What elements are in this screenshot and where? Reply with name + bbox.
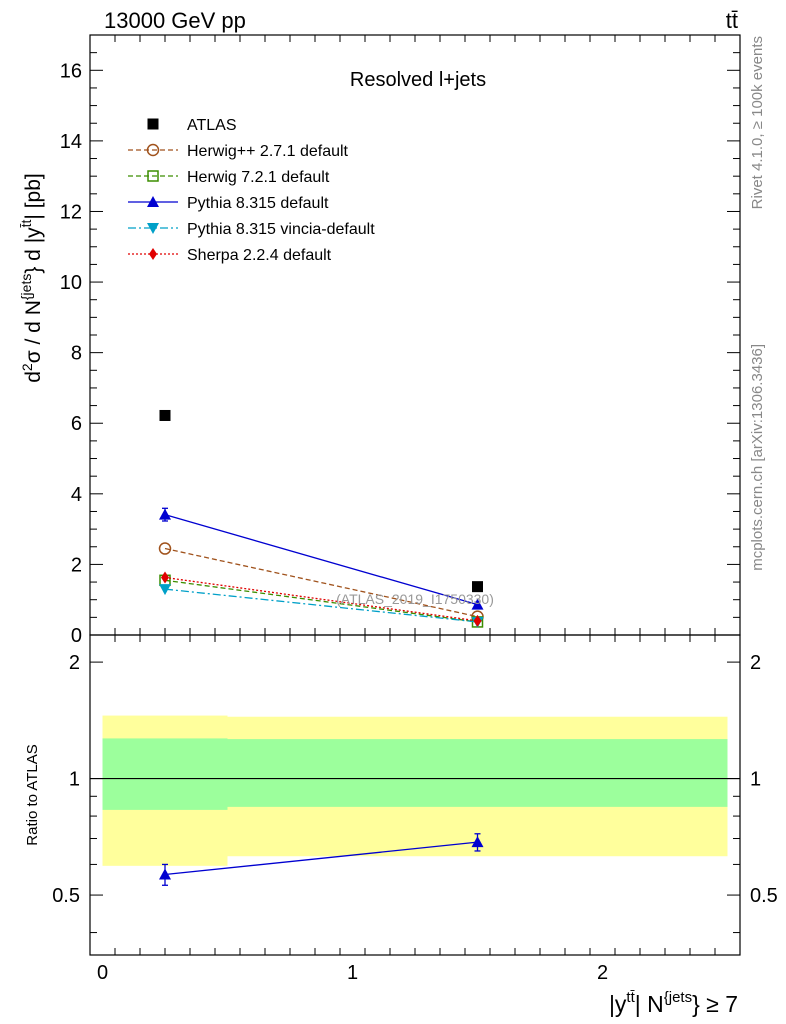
series-line-herwig7	[164, 579, 478, 623]
legend-label-herwig7: Herwig 7.2.1 default	[187, 169, 330, 186]
point-herwigpp	[158, 542, 172, 555]
main-y-tick-label: 16	[60, 60, 82, 82]
main-axis-ticks: 0 2 4 6 8 10 12 14 16	[60, 34, 740, 647]
legend-entry-herwig7: Herwig 7.2.1 default	[128, 169, 330, 186]
legend-label-pythia: Pythia 8.315 default	[187, 195, 329, 212]
legend-label-herwigpp: Herwig++ 2.7.1 default	[187, 143, 349, 160]
ratio-y-axis-label: Ratio to ATLAS	[24, 744, 41, 845]
series-sherpa	[161, 571, 482, 627]
legend-label-sherpa: Sherpa 2.2.4 default	[187, 247, 332, 264]
ylabel-sup-2: 2	[19, 363, 35, 371]
legend: ATLAS Herwig++ 2.7.1 default Herwig 7.2.1 …	[128, 117, 375, 264]
ratio-series-pythia	[159, 833, 484, 886]
ratio-y-tick-label-right: 0.5	[750, 885, 778, 907]
main-y-tick-label: 10	[60, 272, 82, 294]
x-tick-label: 2	[597, 962, 608, 984]
ylabel-sigma: σ / d N	[22, 300, 45, 363]
ratio-point-pythia	[159, 868, 171, 880]
ratio-band-inner	[102, 738, 228, 810]
legend-marker-herwigpp	[146, 143, 160, 157]
legend-label-atlas: ATLAS	[187, 117, 237, 134]
x-tick-label: 0	[97, 962, 108, 984]
ratio-point-pythia	[471, 836, 484, 848]
ylabel-unit: | [pb]	[22, 173, 45, 219]
ylabel-sup-jets: {jets	[18, 274, 34, 300]
main-y-tick-label: 2	[71, 554, 82, 576]
legend-entry-herwigpp: Herwig++ 2.7.1 default	[128, 143, 349, 160]
ratio-y-tick-label-right: 2	[750, 652, 761, 674]
series-pythia	[159, 507, 484, 610]
legend-entry-pythia: Pythia 8.315 default	[128, 195, 329, 212]
legend-entry-atlas: ATLAS	[147, 117, 237, 134]
main-y-tick-label: 12	[60, 201, 82, 223]
ratio-series-layer	[159, 833, 484, 886]
main-y-tick-label: 6	[71, 413, 82, 435]
series-line-herwigpp	[164, 547, 478, 618]
main-series-layer	[158, 409, 484, 628]
energy-label: 13000 GeV pp	[104, 8, 246, 33]
ratio-axis-ticks: 0.5 0.5 1 1 2 2 0 1 2	[52, 635, 778, 984]
main-y-tick-label: 8	[71, 343, 82, 365]
ratio-line-pythia	[164, 841, 478, 876]
xlabel-abs: |y	[609, 991, 627, 1017]
main-y-tick-label: 4	[71, 484, 82, 506]
ratio-panel: 0.5 0.5 1 1 2 2 0 1 2 Ratio to ATLAS |ytt̄| N{je…	[24, 634, 778, 1017]
series-atlas	[159, 409, 483, 593]
legend-entry-sherpa: Sherpa 2.2.4 default	[128, 247, 332, 264]
xlabel-sup-jets: {jets	[664, 989, 692, 1006]
ratio-band-inner	[227, 739, 728, 807]
point-atlas	[159, 409, 171, 421]
ratio-y-tick-label-left: 2	[69, 652, 80, 674]
legend-marker-herwig7	[147, 170, 159, 182]
series-line-vincia	[164, 588, 478, 623]
ratio-y-tick-label-left: 1	[69, 769, 80, 791]
process-label: tt̄	[726, 8, 738, 33]
legend-label-vincia: Pythia 8.315 vincia-default	[187, 221, 375, 238]
legend-marker-atlas	[147, 118, 159, 130]
point-sherpa	[161, 571, 169, 584]
x-tick-label: 1	[347, 962, 358, 984]
ylabel-d: d	[22, 371, 45, 383]
rivet-label: Rivet 4.1.0, ≥ 100k events	[749, 36, 766, 209]
ylabel-mid: } d |y	[22, 227, 45, 274]
legend-marker-sherpa	[149, 248, 157, 260]
mcplots-label: mcplots.cern.ch [arXiv:1306.3436]	[749, 344, 766, 571]
xlabel-n: | N	[635, 991, 664, 1017]
main-y-axis-label: d2σ / d N{jets} d |yt̄t| [pb]	[18, 173, 45, 383]
ylabel-sup-ttbar: t̄t	[18, 219, 34, 227]
main-y-tick-label: 14	[60, 131, 82, 153]
series-line-sherpa	[164, 576, 478, 622]
watermark: (ATLAS_2019_I1750330)	[336, 591, 494, 607]
x-axis-label: |ytt̄| N{jets} ≥ 7	[609, 989, 738, 1017]
legend-marker-vincia	[147, 223, 159, 234]
xlabel-sup-ttbar: tt̄	[626, 989, 635, 1006]
main-y-tick-label: 0	[71, 625, 82, 647]
chart-title: Resolved l+jets	[350, 69, 486, 91]
ratio-y-tick-label-left: 0.5	[52, 885, 80, 907]
ratio-bands-layer	[102, 715, 728, 866]
series-line-pythia	[164, 514, 478, 606]
xlabel-cond: } ≥ 7	[692, 991, 738, 1017]
point-pythia	[471, 598, 484, 610]
point-pythia	[159, 508, 171, 520]
legend-entry-vincia: Pythia 8.315 vincia-default	[128, 221, 375, 238]
legend-marker-pythia	[147, 196, 159, 207]
ratio-y-tick-label-right: 1	[750, 769, 761, 791]
point-vincia	[159, 584, 171, 596]
point-atlas	[472, 581, 483, 593]
ratio-plot-frame	[89, 634, 741, 956]
point-sherpa	[473, 614, 482, 627]
